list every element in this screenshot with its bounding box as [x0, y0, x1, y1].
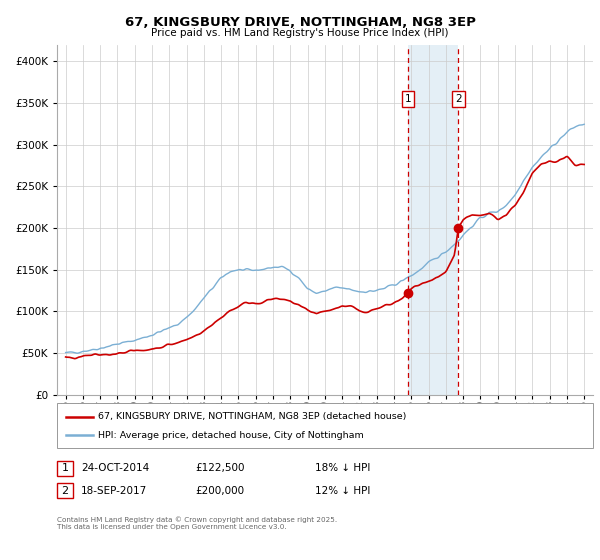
Text: 18% ↓ HPI: 18% ↓ HPI	[315, 464, 370, 473]
Text: 67, KINGSBURY DRIVE, NOTTINGHAM, NG8 3EP (detached house): 67, KINGSBURY DRIVE, NOTTINGHAM, NG8 3EP…	[98, 412, 406, 421]
Text: 2: 2	[455, 94, 461, 104]
Text: Contains HM Land Registry data © Crown copyright and database right 2025.
This d: Contains HM Land Registry data © Crown c…	[57, 516, 337, 530]
Text: 67, KINGSBURY DRIVE, NOTTINGHAM, NG8 3EP: 67, KINGSBURY DRIVE, NOTTINGHAM, NG8 3EP	[125, 16, 475, 29]
Text: 2: 2	[62, 486, 68, 496]
Text: 24-OCT-2014: 24-OCT-2014	[81, 464, 149, 473]
Text: 18-SEP-2017: 18-SEP-2017	[81, 486, 147, 496]
Text: £122,500: £122,500	[195, 464, 245, 473]
Text: HPI: Average price, detached house, City of Nottingham: HPI: Average price, detached house, City…	[98, 431, 364, 440]
Text: £200,000: £200,000	[195, 486, 244, 496]
Text: 1: 1	[62, 464, 68, 473]
Text: 1: 1	[405, 94, 412, 104]
Bar	[408, 45, 458, 395]
Text: Price paid vs. HM Land Registry's House Price Index (HPI): Price paid vs. HM Land Registry's House …	[151, 28, 449, 38]
Text: 12% ↓ HPI: 12% ↓ HPI	[315, 486, 370, 496]
